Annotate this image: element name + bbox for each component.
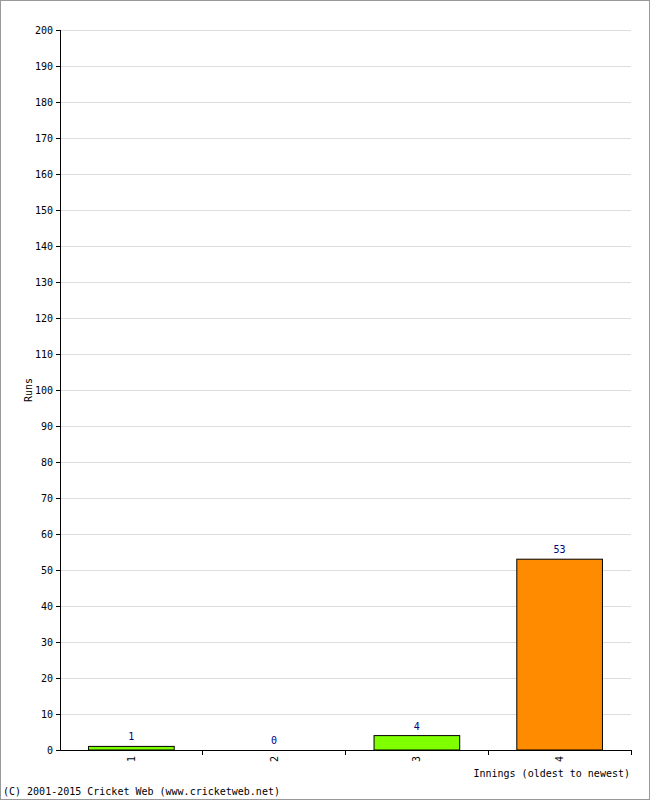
background: [0, 0, 650, 800]
x-tick-label: 1: [126, 756, 137, 762]
y-tick-label: 110: [35, 349, 53, 360]
y-tick-label: 30: [41, 637, 53, 648]
chart-container: 0102030405060708090100110120130140150160…: [0, 0, 650, 800]
grid-line: [60, 282, 631, 283]
y-tick: [56, 318, 60, 319]
bar: [89, 746, 175, 750]
grid-line: [60, 174, 631, 175]
y-tick-label: 90: [41, 421, 53, 432]
y-tick: [56, 30, 60, 31]
y-tick-label: 120: [35, 313, 53, 324]
y-tick-label: 80: [41, 457, 53, 468]
y-tick-label: 160: [35, 169, 53, 180]
y-tick-label: 50: [41, 565, 53, 576]
grid-line: [60, 102, 631, 103]
x-tick-label: 3: [411, 756, 422, 762]
y-tick: [56, 570, 60, 571]
frame: [1, 1, 650, 800]
grid-line: [60, 210, 631, 211]
y-tick: [56, 282, 60, 283]
y-tick-label: 100: [35, 385, 53, 396]
y-tick: [56, 750, 60, 751]
y-tick-label: 40: [41, 601, 53, 612]
y-tick-label: 150: [35, 205, 53, 216]
y-tick: [56, 174, 60, 175]
grid-line: [60, 30, 631, 31]
y-tick: [56, 66, 60, 67]
grid-line: [60, 138, 631, 139]
y-tick: [56, 138, 60, 139]
y-axis: [60, 30, 61, 750]
grid-line: [60, 318, 631, 319]
y-tick-label: 130: [35, 277, 53, 288]
y-tick: [56, 498, 60, 499]
grid-line: [60, 354, 631, 355]
data-label: 53: [554, 544, 566, 555]
y-tick: [56, 534, 60, 535]
x-tick-label: 4: [554, 756, 565, 762]
y-tick-label: 20: [41, 673, 53, 684]
grid-line: [60, 246, 631, 247]
y-tick-label: 190: [35, 61, 53, 72]
chart-svg: 0102030405060708090100110120130140150160…: [0, 0, 650, 800]
y-tick-label: 140: [35, 241, 53, 252]
x-axis-title: Innings (oldest to newest): [473, 768, 630, 779]
y-tick-label: 200: [35, 25, 53, 36]
y-tick-label: 10: [41, 709, 53, 720]
y-tick: [56, 246, 60, 247]
y-tick: [56, 354, 60, 355]
category-separator: [631, 750, 632, 755]
y-tick: [56, 426, 60, 427]
y-tick: [56, 102, 60, 103]
y-tick: [56, 210, 60, 211]
data-label: 4: [414, 721, 420, 732]
y-tick-label: 170: [35, 133, 53, 144]
y-tick-label: 180: [35, 97, 53, 108]
bar: [517, 559, 603, 750]
y-axis-title: Runs: [23, 378, 34, 402]
bars: [89, 559, 603, 750]
category-separator: [345, 750, 346, 755]
grid-line: [60, 534, 631, 535]
y-tick: [56, 714, 60, 715]
x-tick-label: 2: [269, 756, 280, 762]
annotation: (C) 2001-2015 Cricket Web (www.cricketwe…: [3, 786, 280, 797]
grid-line: [60, 66, 631, 67]
grid-line: [60, 426, 631, 427]
bar: [374, 736, 460, 750]
data-label: 1: [128, 731, 134, 742]
grid-line: [60, 462, 631, 463]
y-tick: [56, 678, 60, 679]
category-separator: [202, 750, 203, 755]
data-label: 0: [271, 735, 277, 746]
y-tick-label: 70: [41, 493, 53, 504]
grid-line: [60, 390, 631, 391]
y-tick-label: 0: [47, 745, 53, 756]
y-tick: [56, 606, 60, 607]
category-separator: [488, 750, 489, 755]
y-tick: [56, 390, 60, 391]
y-tick-label: 60: [41, 529, 53, 540]
grid-line: [60, 498, 631, 499]
y-tick: [56, 642, 60, 643]
y-tick: [56, 462, 60, 463]
